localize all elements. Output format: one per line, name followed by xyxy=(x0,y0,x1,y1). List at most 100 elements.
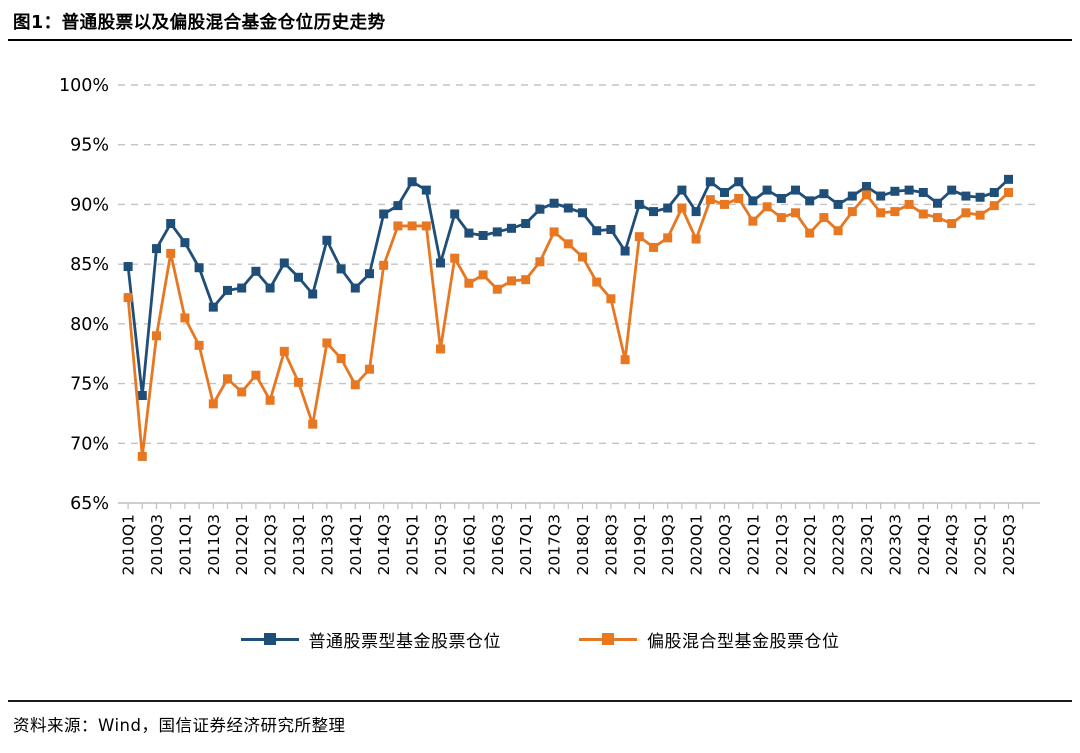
series-marker xyxy=(677,203,687,213)
series-marker xyxy=(137,391,147,401)
series-marker xyxy=(649,207,658,217)
blue-line-square-marker-icon xyxy=(240,633,299,645)
legend-label-ordinary-stock-fund: 普通股票型基金股票仓位 xyxy=(308,631,501,652)
series-marker xyxy=(720,187,729,197)
series-marker xyxy=(961,208,971,218)
series-marker xyxy=(492,227,502,237)
series-marker xyxy=(876,191,886,201)
series-marker xyxy=(734,193,744,203)
series-marker xyxy=(393,221,403,231)
series-marker xyxy=(819,189,829,199)
x-axis-label: 2015Q3 xyxy=(432,514,450,576)
series-marker xyxy=(578,252,587,262)
x-axis-label: 2019Q3 xyxy=(659,514,677,576)
series-marker xyxy=(890,186,900,196)
x-axis-label: 2025Q1 xyxy=(972,514,990,576)
series-marker xyxy=(521,275,531,285)
x-axis-label: 2016Q3 xyxy=(489,514,507,576)
x-axis-label: 2014Q3 xyxy=(375,514,393,576)
series-marker xyxy=(237,387,247,397)
series-marker xyxy=(975,192,985,202)
series-marker xyxy=(379,260,389,270)
x-axis-label: 2019Q1 xyxy=(631,514,649,576)
series-marker xyxy=(365,269,374,279)
series-marker xyxy=(350,283,360,293)
series-marker xyxy=(862,190,871,200)
legend-item-ordinary-stock-fund: 普通股票型基金股票仓位 xyxy=(240,627,502,652)
x-axis-label: 2011Q1 xyxy=(176,514,194,576)
series-marker xyxy=(137,451,147,461)
y-axis-label: 85% xyxy=(70,255,109,275)
series-marker xyxy=(421,185,431,195)
series-marker xyxy=(464,278,474,288)
series-marker xyxy=(947,219,957,229)
series-marker xyxy=(251,370,261,380)
series-marker xyxy=(592,226,602,236)
series-marker xyxy=(322,338,332,348)
series-marker xyxy=(975,210,985,220)
x-axis-label: 2021Q1 xyxy=(744,514,762,576)
series-marker xyxy=(805,228,815,238)
x-axis-label: 2021Q3 xyxy=(773,514,791,576)
y-axis-labels: 100% 95% 90% 85% 80% 75% 70% 65% xyxy=(59,76,109,514)
series-marker xyxy=(478,270,488,280)
series-marker xyxy=(563,239,573,249)
series-marker xyxy=(237,283,247,293)
series-marker xyxy=(833,226,843,236)
series-marker xyxy=(1004,174,1013,184)
x-axis-label: 2018Q3 xyxy=(602,514,620,576)
series-marker xyxy=(989,187,999,197)
series-marker xyxy=(549,198,559,208)
x-axis-label: 2024Q3 xyxy=(943,514,961,576)
series-marker xyxy=(762,202,772,212)
gridlines xyxy=(118,84,1040,444)
legend-label-hybrid-fund: 偏股混合型基金股票仓位 xyxy=(647,631,840,652)
series-marker xyxy=(436,344,445,354)
series-marker xyxy=(961,191,971,201)
x-axis-label: 2022Q1 xyxy=(801,514,819,576)
series-marker xyxy=(152,331,161,341)
series-marker xyxy=(918,187,928,197)
legend-item-hybrid-fund: 偏股混合型基金股票仓位 xyxy=(579,627,840,652)
series-marker xyxy=(776,213,786,223)
chart-legend: 普通股票型基金股票仓位 偏股混合型基金股票仓位 xyxy=(0,619,1080,659)
series-marker xyxy=(492,284,502,294)
x-axis-label: 2011Q3 xyxy=(205,514,223,576)
series-marker xyxy=(947,185,957,195)
y-axis-label: 65% xyxy=(70,494,109,514)
x-axis-label: 2016Q1 xyxy=(460,514,478,576)
series-marker xyxy=(933,213,942,223)
x-axis-label: 2015Q1 xyxy=(404,514,422,576)
y-axis-label: 80% xyxy=(70,315,109,335)
series-marker xyxy=(223,374,232,384)
series-marker xyxy=(847,207,857,217)
series-marker xyxy=(705,177,715,187)
series-marker xyxy=(663,203,673,213)
series-marker xyxy=(578,208,587,218)
x-axis-label: 2023Q3 xyxy=(886,514,904,576)
footer-divider xyxy=(8,700,1072,702)
x-axis-label: 2020Q3 xyxy=(716,514,734,576)
series-marker xyxy=(606,294,616,304)
series-marker xyxy=(166,248,176,258)
x-axis-label: 2025Q3 xyxy=(1000,514,1018,576)
series-marker xyxy=(265,283,275,293)
x-axis-label: 2010Q1 xyxy=(120,514,138,576)
orange-line-square-marker-icon xyxy=(579,633,637,645)
series-marker xyxy=(663,233,673,243)
x-axis-label: 2010Q3 xyxy=(148,514,166,576)
series-marker xyxy=(862,182,871,192)
y-axis-label: 70% xyxy=(70,434,109,454)
source-note: 资料来源：Wind，国信证券经济研究所整理 xyxy=(13,716,346,735)
x-axis-label: 2018Q1 xyxy=(574,514,592,576)
series-marker xyxy=(379,209,389,219)
x-axis-label: 2017Q1 xyxy=(517,514,535,576)
series-marker xyxy=(819,213,829,223)
series-marker xyxy=(436,258,445,268)
series-marker xyxy=(336,264,346,274)
series-marker xyxy=(393,201,403,211)
x-axis-label: 2023Q1 xyxy=(858,514,876,576)
series-marker xyxy=(748,216,758,226)
series-marker xyxy=(507,276,516,286)
series-marker xyxy=(265,395,275,405)
